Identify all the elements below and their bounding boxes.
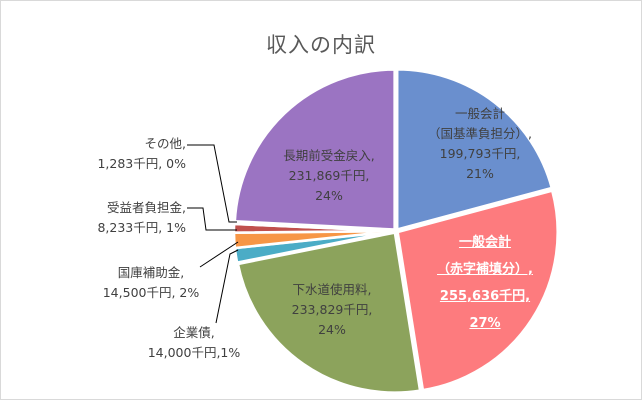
label-other: その他, 1,283千円, 0% [80, 134, 186, 174]
label-line: 14,500千円, 2% [102, 285, 200, 300]
label-line: 24% [318, 322, 346, 337]
pie-slice [236, 231, 422, 394]
label-line: 長期前受金戻入, [283, 148, 375, 163]
pie-slice [396, 189, 559, 392]
leader-line [215, 249, 239, 324]
label-general-national: 一般会計 （国基準負担分）, 199,793千円, 21% [395, 104, 565, 184]
pie-slice [232, 221, 395, 233]
label-line: 1,283千円, 0% [97, 156, 186, 171]
label-general-deficit: 一般会計 （赤字補填分）, 255,636千円, 27% [395, 229, 575, 337]
label-line: 231,869千円, [288, 168, 370, 183]
leader-line [187, 207, 237, 231]
label-line: 受益者負担金, [107, 200, 186, 215]
label-line: 一般会計 [454, 106, 505, 121]
label-line: 24% [315, 188, 343, 203]
pie-slice [395, 68, 554, 232]
label-national-subsidy: 国庫補助金, 14,500千円, 2% [88, 263, 214, 303]
leader-line [187, 144, 237, 223]
label-sewer-fee: 下水道使用料, 233,829千円, 24% [262, 280, 402, 340]
label-line: 233,829千円, [291, 302, 373, 317]
label-line: 199,793千円, [439, 146, 521, 161]
label-line: （国基準負担分）, [428, 126, 532, 141]
label-line: 企業債, [173, 325, 215, 340]
label-line: 一般会計 [458, 235, 511, 250]
label-line: （赤字補填分）, [437, 262, 533, 277]
label-line: 21% [466, 166, 494, 181]
label-line: 8,233千円, 1% [97, 220, 186, 235]
label-line: 27% [469, 316, 501, 331]
label-enterprise-bond: 企業債, 14,000千円,1% [126, 323, 262, 363]
label-line: 国庫補助金, [117, 265, 185, 280]
label-line: 14,000千円,1% [147, 345, 241, 360]
pie-slice [233, 68, 396, 231]
label-line: 255,636千円, [439, 289, 531, 304]
label-line: その他, [144, 136, 186, 151]
leader-line [199, 241, 239, 268]
chart-title: 収入の内訳 [266, 33, 376, 57]
label-beneficiary-charge: 受益者負担金, 8,233千円, 1% [60, 198, 186, 238]
label-long-term-deferred: 長期前受金戻入, 231,869千円, 24% [254, 146, 404, 206]
label-line: 下水道使用料, [292, 282, 372, 297]
